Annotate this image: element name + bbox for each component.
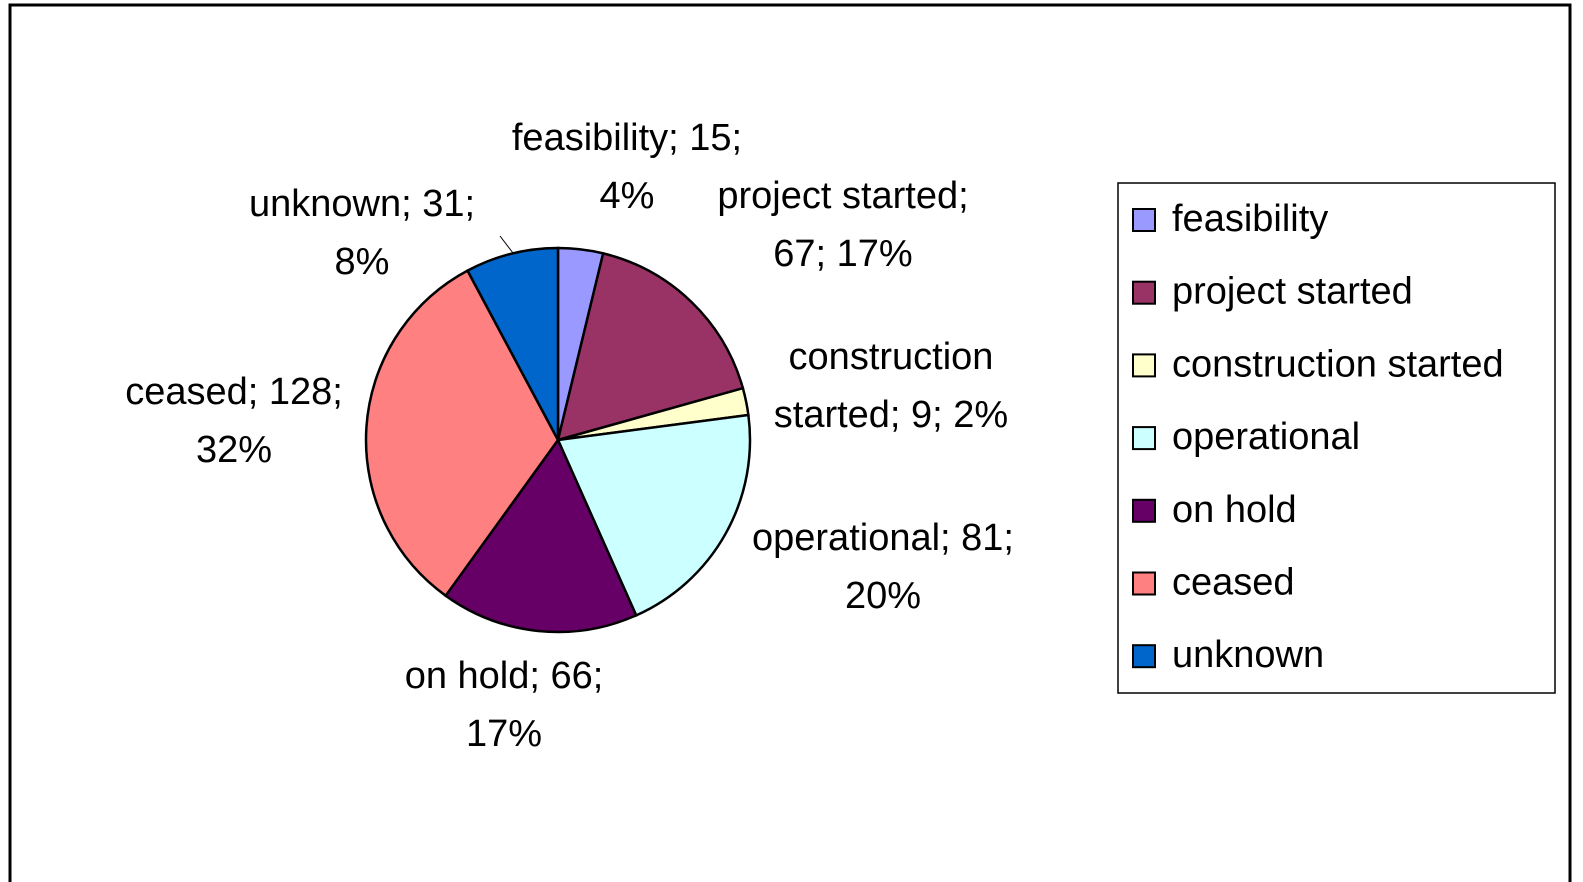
legend-label: feasibility	[1172, 198, 1328, 240]
data-label: unknown; 31; 8%	[248, 183, 476, 283]
legend-label: unknown	[1172, 634, 1324, 676]
legend-box	[1117, 182, 1556, 694]
legend-label: project started	[1172, 271, 1413, 313]
legend-swatch	[1132, 644, 1156, 669]
pie-slice	[465, 246, 560, 441]
legend-swatch	[1132, 571, 1156, 596]
pie-slice	[556, 413, 752, 618]
legend-swatch	[1132, 280, 1156, 305]
legend-swatch	[1132, 426, 1156, 451]
data-label: operational; 81; 20%	[752, 517, 1014, 617]
pie-slice	[443, 437, 638, 634]
data-label: ceased; 128; 32%	[125, 371, 343, 471]
pie-slice	[556, 251, 745, 442]
legend-swatch	[1132, 353, 1156, 378]
leader-line	[499, 235, 514, 254]
legend-label: operational	[1172, 416, 1360, 458]
data-label: project started; 67; 17%	[717, 175, 969, 275]
legend-label: ceased	[1172, 562, 1295, 604]
legend-label: on hold	[1172, 489, 1297, 531]
data-label: feasibility; 15; 4%	[511, 117, 743, 217]
data-label: on hold; 66; 17%	[404, 655, 604, 755]
legend-swatch	[1132, 208, 1156, 232]
data-label: construction started; 9; 2%	[773, 336, 1009, 436]
legend-label: construction started	[1172, 343, 1504, 385]
legend-swatch	[1132, 498, 1156, 523]
